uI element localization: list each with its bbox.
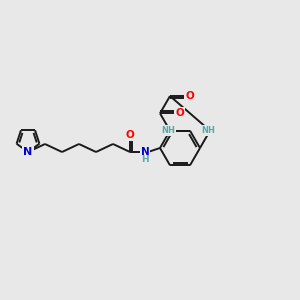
Text: N: N <box>141 147 149 157</box>
Text: H: H <box>141 155 149 164</box>
Text: O: O <box>186 91 194 101</box>
Text: NH: NH <box>161 126 175 135</box>
Text: N: N <box>23 147 33 157</box>
Text: NH: NH <box>201 126 215 135</box>
Text: O: O <box>176 108 184 118</box>
Text: O: O <box>126 130 134 140</box>
